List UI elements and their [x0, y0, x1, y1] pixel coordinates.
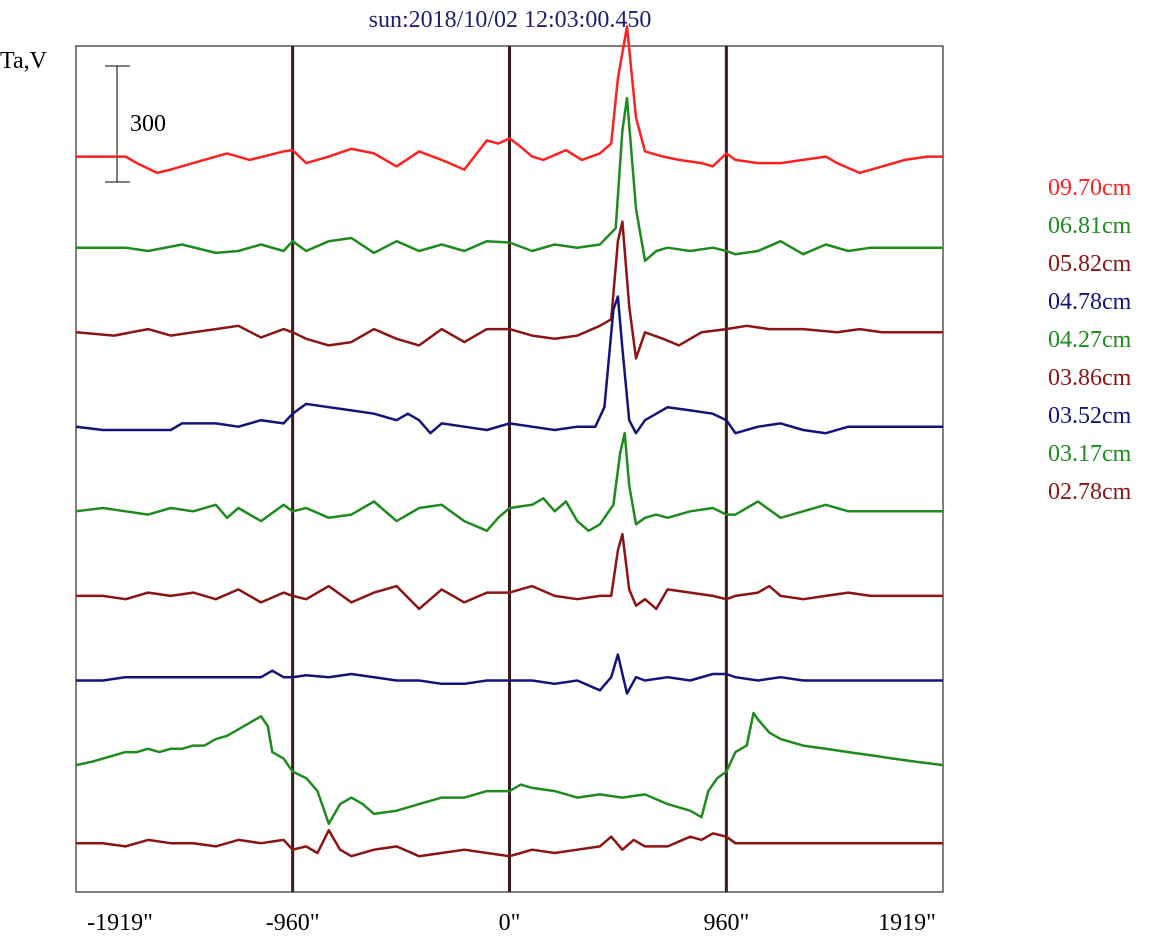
- legend-entry: 06.81cm: [1048, 213, 1132, 239]
- series-line-06.81cm: [76, 96, 943, 263]
- legend: 09.70cm 06.81cm 05.82cm 04.78cm 04.27cm 03.86…: [1048, 175, 1132, 505]
- chart-title: sun:2018/10/02 12:03:00.450: [369, 7, 652, 33]
- x-tick-label: 1919": [878, 910, 936, 936]
- legend-entry: 03.86cm: [1048, 365, 1132, 391]
- y-axis-label: Ta,V: [0, 48, 48, 74]
- x-tick-labels: -1919" -960" 0" 960" 1919": [87, 910, 936, 936]
- series-line-04.27cm: [75, 431, 943, 533]
- scale-bar-label: 300: [130, 111, 166, 137]
- x-tick-label: -1919": [87, 910, 153, 936]
- legend-entry: 04.78cm: [1048, 289, 1132, 315]
- legend-entry: 03.52cm: [1048, 403, 1132, 429]
- legend-entry: 02.78cm: [1048, 479, 1132, 505]
- series-line-04.78cm: [75, 295, 943, 435]
- legend-entry: 04.27cm: [1048, 327, 1132, 353]
- x-tick-label: 960": [703, 910, 749, 936]
- series-line-03.17cm: [75, 711, 944, 825]
- legend-entry: 05.82cm: [1048, 251, 1132, 277]
- series-group: [75, 25, 944, 858]
- series-line-02.78cm: [76, 828, 943, 858]
- x-tick-label: 0": [499, 910, 521, 936]
- series-line-03.86cm: [76, 532, 943, 611]
- x-tick-label: -960": [266, 910, 320, 936]
- legend-entry: 09.70cm: [1048, 175, 1132, 201]
- reference-lines: [291, 46, 728, 892]
- series-line-03.52cm: [76, 653, 943, 695]
- legend-entry: 03.17cm: [1048, 441, 1132, 467]
- scale-bar: 300: [105, 65, 166, 183]
- series-line-05.82cm: [75, 220, 943, 360]
- series-line-09.70cm: [76, 25, 943, 175]
